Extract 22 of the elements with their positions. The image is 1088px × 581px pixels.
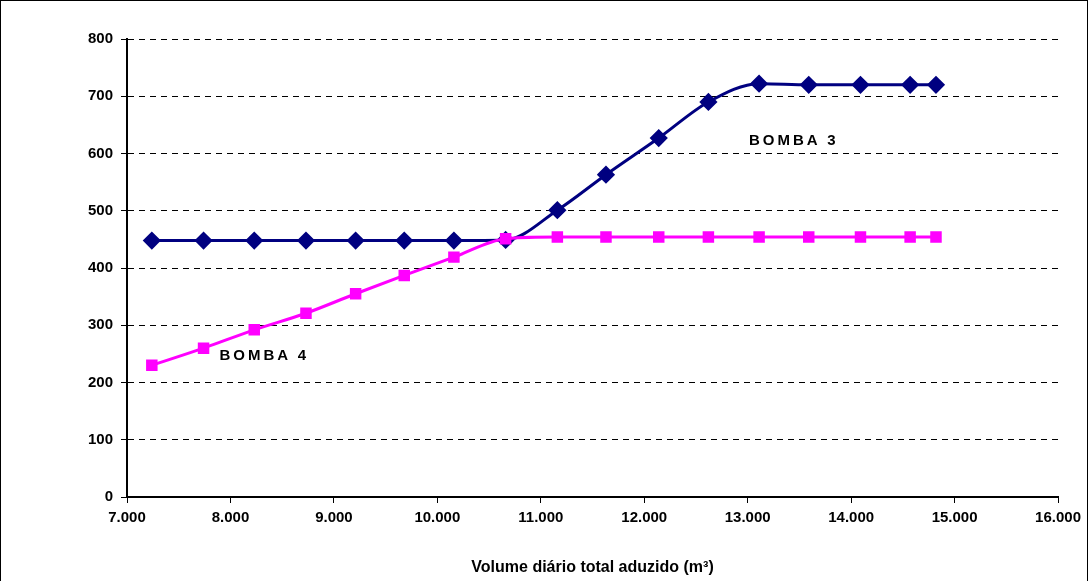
x-tick-label: 13.000 [724, 508, 771, 526]
x-tick-label: 12.000 [621, 508, 668, 526]
y-tick-label: 100 [87, 429, 113, 447]
text: BOMBA 3 [748, 130, 839, 148]
x-tick-label: 10.000 [414, 508, 461, 526]
x-tick-label: 16.000 [1035, 508, 1082, 526]
x-tick-label: 14.000 [828, 508, 875, 526]
y-tick-label: 500 [87, 200, 113, 218]
y-tick-label: 300 [87, 315, 113, 333]
x-axis-title: Volume diário total aduzido (m³) [471, 557, 714, 575]
x-tick-label: 11.000 [518, 508, 564, 526]
y-tick-label: 800 [87, 29, 113, 47]
y-tick-label: 0 [104, 487, 113, 505]
series-label: BOMBA 4 [219, 345, 310, 363]
y-tick-label: 600 [87, 143, 113, 161]
y-tick-label: 700 [87, 86, 113, 104]
x-tick-label: 7.000 [108, 508, 146, 526]
x-tick-label: 9.000 [315, 508, 353, 526]
y-tick-label: 400 [87, 258, 113, 276]
x-tick-label: 8.000 [211, 508, 250, 526]
y-tick-label: 200 [87, 372, 113, 390]
x-tick-label: 15.000 [931, 508, 978, 526]
